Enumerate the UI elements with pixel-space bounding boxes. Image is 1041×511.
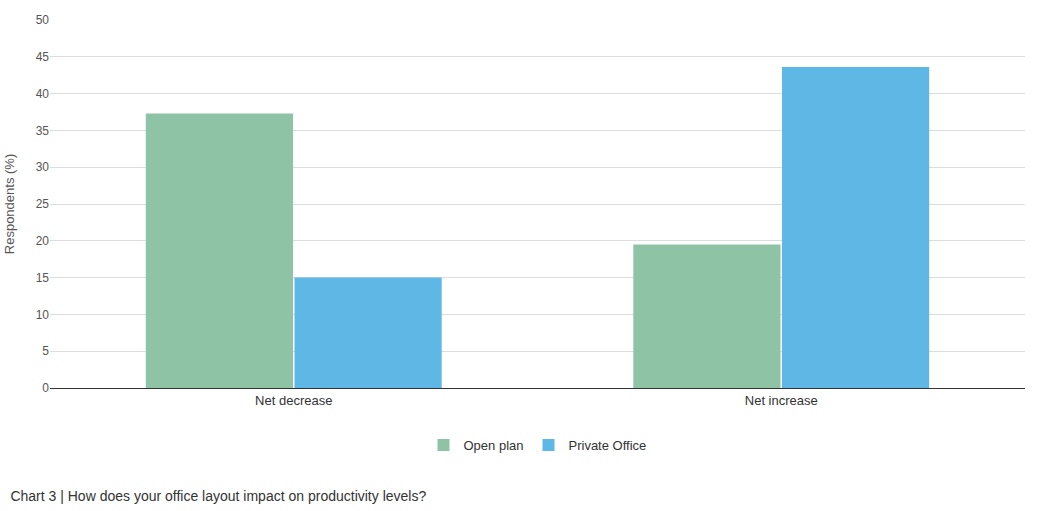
svg-text:20: 20	[36, 234, 50, 248]
svg-text:35: 35	[36, 124, 50, 138]
svg-text:Net increase: Net increase	[745, 393, 818, 408]
svg-text:40: 40	[36, 87, 50, 101]
svg-text:15: 15	[36, 271, 50, 285]
svg-text:Respondents (%): Respondents (%)	[2, 154, 17, 254]
svg-text:5: 5	[42, 344, 49, 358]
svg-text:Net decrease: Net decrease	[255, 393, 332, 408]
svg-text:Private Office: Private Office	[569, 438, 647, 453]
svg-text:50: 50	[36, 13, 50, 27]
svg-text:10: 10	[36, 308, 50, 322]
svg-text:45: 45	[36, 50, 50, 64]
svg-text:30: 30	[36, 160, 50, 174]
svg-text:0: 0	[42, 381, 49, 395]
svg-text:25: 25	[36, 197, 50, 211]
svg-text:Open plan: Open plan	[464, 438, 524, 453]
svg-text:Chart 3 | How does your office: Chart 3 | How does your office layout im…	[10, 488, 426, 504]
